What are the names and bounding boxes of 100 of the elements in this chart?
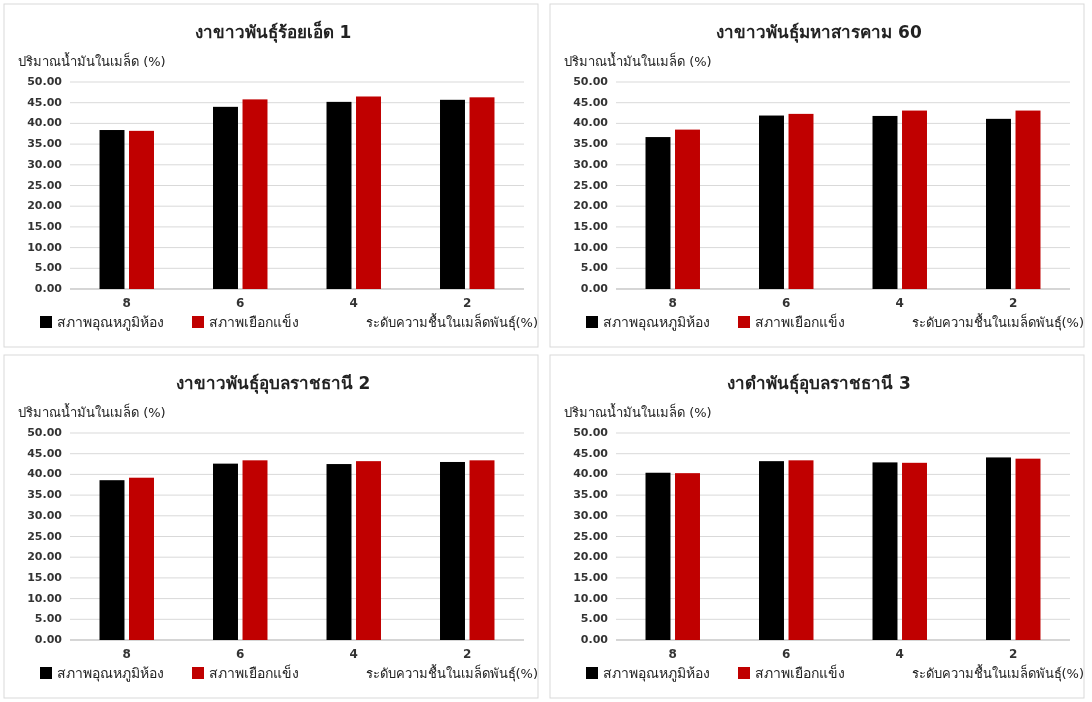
bar [99, 480, 125, 640]
bar [99, 130, 125, 289]
x-tick-label: 6 [236, 296, 245, 310]
bar [902, 462, 927, 640]
bar [356, 96, 381, 289]
x-tick-label: 6 [236, 647, 245, 661]
y-tick-label: 0.00 [34, 282, 63, 295]
x-tick-label: 6 [782, 296, 791, 310]
bar [440, 461, 465, 640]
bar [326, 101, 352, 289]
y-tick-label: 15.00 [27, 570, 63, 584]
y-tick-label: 0.00 [580, 633, 609, 646]
y-axis-title: ปริมาณน้ำมันในเมล็ด (%) [564, 52, 712, 69]
x-tick-label: 4 [349, 296, 358, 310]
y-tick-label: 20.00 [27, 550, 63, 564]
x-tick-label: 2 [463, 647, 472, 661]
y-tick-label: 40.00 [573, 467, 609, 481]
bar [242, 460, 268, 640]
y-tick-label: 5.00 [34, 261, 63, 275]
y-axis-title: ปริมาณน้ำมันในเมล็ด (%) [564, 403, 712, 420]
x-tick-label: 4 [895, 647, 904, 661]
legend-label: สภาพเยือกแข็ง [209, 313, 299, 330]
x-tick-label: 4 [895, 296, 904, 310]
bar [213, 463, 238, 640]
y-tick-label: 30.00 [573, 157, 609, 171]
x-tick-label: 2 [1009, 296, 1018, 310]
bar [469, 97, 495, 289]
y-tick-label: 40.00 [27, 467, 63, 481]
y-tick-label: 5.00 [580, 261, 609, 275]
legend-label: สภาพเยือกแข็ง [755, 313, 845, 330]
x-tick-label: 8 [122, 296, 131, 310]
y-tick-label: 25.00 [27, 529, 63, 543]
y-tick-label: 30.00 [27, 157, 63, 171]
x-tick-label: 2 [1009, 647, 1018, 661]
y-tick-label: 20.00 [573, 199, 609, 213]
legend-label: สภาพเยือกแข็ง [755, 664, 845, 681]
bar [986, 457, 1011, 640]
y-tick-label: 20.00 [27, 199, 63, 213]
legend-label: สภาพอุณหภูมิห้อง [57, 314, 164, 331]
y-tick-label: 15.00 [573, 570, 609, 584]
y-tick-label: 20.00 [573, 550, 609, 564]
x-tick-label: 2 [463, 296, 472, 310]
legend-label: สภาพเยือกแข็ง [209, 664, 299, 681]
y-tick-label: 10.00 [573, 240, 609, 254]
bar [242, 99, 268, 289]
y-tick-label: 10.00 [27, 591, 63, 605]
y-tick-label: 50.00 [27, 426, 63, 439]
y-tick-label: 5.00 [34, 612, 63, 626]
bar [440, 99, 465, 289]
x-axis-title: ระดับความชื้นในเมล็ดพันธุ์(%) [911, 664, 1084, 682]
chart-title: งาขาวพันธุ์อุบลราชธานี 2 [175, 373, 371, 394]
chart-title: งาดำพันธุ์อุบลราชธานี 3 [727, 373, 911, 394]
legend-label: สภาพอุณหภูมิห้อง [603, 665, 710, 682]
bar [356, 461, 381, 640]
y-tick-label: 35.00 [27, 137, 63, 151]
bar [788, 460, 814, 640]
x-tick-label: 8 [122, 647, 131, 661]
y-tick-label: 10.00 [27, 240, 63, 254]
x-tick-label: 8 [668, 647, 677, 661]
legend-label: สภาพอุณหภูมิห้อง [57, 665, 164, 682]
y-tick-label: 50.00 [573, 426, 609, 439]
y-tick-label: 45.00 [27, 446, 63, 460]
y-tick-label: 35.00 [573, 137, 609, 151]
y-tick-label: 15.00 [573, 219, 609, 233]
x-tick-label: 4 [349, 647, 358, 661]
y-tick-label: 25.00 [573, 529, 609, 543]
bar [213, 106, 238, 289]
y-tick-label: 40.00 [573, 116, 609, 130]
bar [675, 473, 700, 640]
y-tick-label: 30.00 [27, 508, 63, 522]
chart-title: งาขาวพันธุ์มหาสารคาม 60 [716, 22, 922, 43]
x-tick-label: 6 [782, 647, 791, 661]
y-tick-label: 10.00 [573, 591, 609, 605]
y-tick-label: 25.00 [573, 178, 609, 192]
legend-label: สภาพอุณหภูมิห้อง [603, 314, 710, 331]
y-tick-label: 45.00 [27, 95, 63, 109]
bar [326, 464, 352, 640]
y-tick-label: 5.00 [580, 612, 609, 626]
x-axis-title: ระดับความชื้นในเมล็ดพันธุ์(%) [365, 664, 538, 682]
y-tick-label: 35.00 [573, 488, 609, 502]
y-tick-label: 50.00 [573, 75, 609, 88]
y-tick-label: 35.00 [27, 488, 63, 502]
y-tick-label: 0.00 [580, 282, 609, 295]
y-axis-title: ปริมาณน้ำมันในเมล็ด (%) [18, 52, 166, 69]
y-tick-label: 25.00 [27, 178, 63, 192]
y-tick-label: 15.00 [27, 219, 63, 233]
y-tick-label: 0.00 [34, 633, 63, 646]
bar [759, 461, 784, 640]
bar [129, 477, 154, 640]
bar [1015, 458, 1041, 640]
x-tick-label: 8 [668, 296, 677, 310]
bar [469, 460, 495, 640]
y-axis-title: ปริมาณน้ำมันในเมล็ด (%) [18, 403, 166, 420]
y-tick-label: 40.00 [27, 116, 63, 130]
bar [872, 462, 898, 640]
y-tick-label: 50.00 [27, 75, 63, 88]
y-tick-label: 30.00 [573, 508, 609, 522]
y-tick-label: 45.00 [573, 446, 609, 460]
bar [645, 472, 671, 640]
bar [129, 130, 154, 289]
